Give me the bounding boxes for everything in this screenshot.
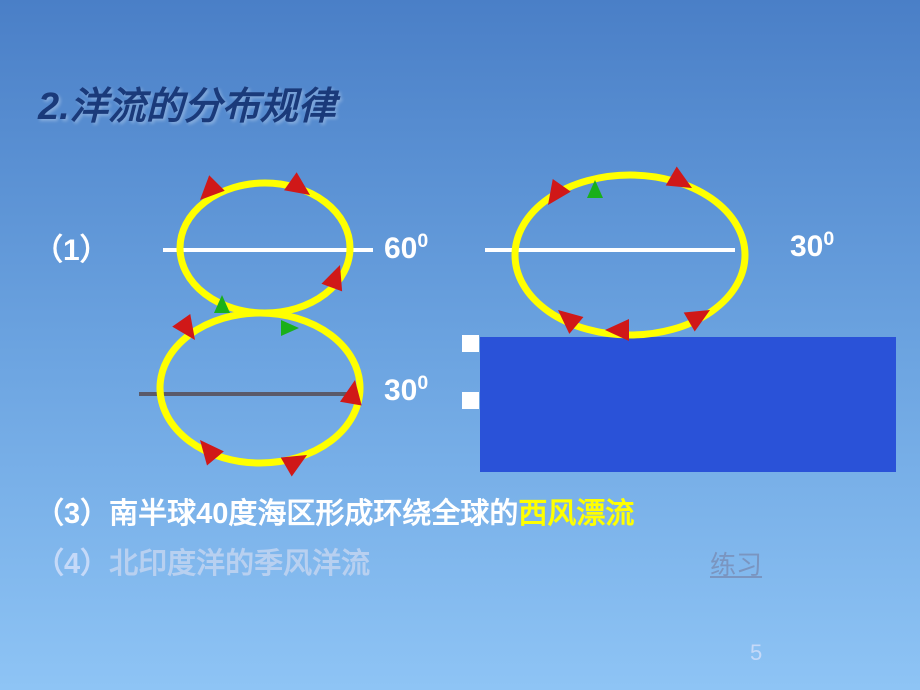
point-3-yellow: 西风漂流 [518,498,634,530]
point-4-num: （4） [35,548,109,580]
point-4-text: （4）北印度洋的季风洋流 [35,540,370,582]
point-3-text: （3）南半球40度海区形成环绕全球的西风漂流 [35,490,634,532]
practice-link[interactable]: 练习 [710,545,762,582]
gyres-diagram [0,0,920,690]
page-number: 5 [750,640,762,666]
point-4-main: 北印度洋的季风洋流 [109,548,370,580]
point-3-white: （3）南半球40度海区形成环绕全球的 [35,498,518,530]
